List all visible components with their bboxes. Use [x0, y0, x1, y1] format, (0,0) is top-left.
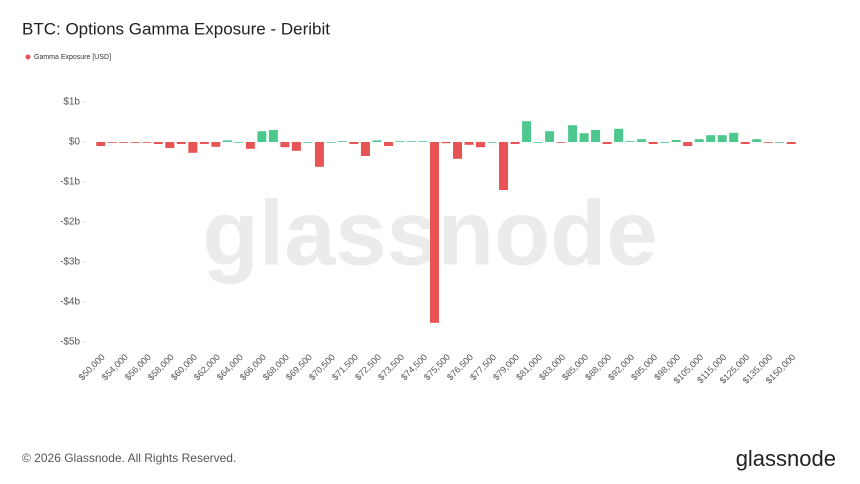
footer: © 2026 Glassnode. All Rights Reserved.	[22, 451, 236, 465]
y-tick-label: -$2b	[60, 217, 80, 228]
bar	[591, 130, 601, 142]
bar	[314, 142, 324, 167]
bar	[637, 139, 647, 142]
bar	[717, 135, 727, 142]
bar	[383, 142, 393, 146]
bar	[752, 139, 762, 142]
y-tick-label: -$4b	[60, 297, 80, 308]
bar	[337, 141, 347, 142]
bar	[706, 135, 716, 142]
y-tick-label: $1b	[63, 97, 80, 108]
bar	[291, 142, 301, 151]
bar	[499, 142, 509, 190]
bar	[683, 142, 693, 146]
bar	[602, 142, 612, 144]
bar	[533, 142, 543, 143]
bar	[107, 142, 117, 143]
y-tick-label: -$3b	[60, 257, 80, 268]
legend-label: Gamma Exposure [USD]	[34, 54, 111, 61]
bar	[568, 125, 578, 142]
bar	[234, 142, 244, 143]
bar	[165, 142, 175, 148]
bar	[476, 142, 486, 148]
bar	[671, 140, 681, 142]
bar	[763, 142, 773, 143]
bar	[545, 131, 555, 142]
bar	[130, 142, 140, 143]
bar	[176, 142, 186, 144]
bar	[786, 142, 796, 144]
bar	[441, 142, 451, 144]
bar	[153, 142, 163, 144]
bar	[522, 121, 532, 142]
bar	[464, 142, 474, 145]
bar	[625, 141, 635, 142]
logo: glassnode	[736, 446, 836, 471]
bar	[487, 142, 497, 143]
bar	[119, 142, 129, 143]
bar	[453, 142, 463, 159]
bar	[614, 128, 624, 142]
bar	[360, 142, 370, 156]
bar	[96, 142, 106, 146]
bar	[199, 142, 209, 144]
bar	[303, 142, 313, 143]
bar	[211, 142, 221, 147]
bar	[326, 142, 336, 143]
bar	[429, 142, 439, 323]
bar	[188, 142, 198, 153]
bar	[660, 142, 670, 143]
bar	[257, 131, 267, 142]
y-tick-label: $0	[69, 137, 81, 148]
bar	[406, 141, 416, 142]
bar	[775, 142, 785, 143]
bar	[740, 142, 750, 144]
bar	[418, 141, 428, 142]
bar	[142, 142, 152, 143]
chart-title: BTC: Options Gamma Exposure - Deribit	[22, 19, 330, 38]
bar	[729, 132, 739, 142]
legend-marker	[25, 54, 31, 60]
bar	[372, 140, 382, 142]
bar	[395, 141, 405, 142]
bar	[694, 139, 704, 142]
bar	[510, 142, 520, 144]
bar	[268, 130, 278, 142]
bar	[280, 142, 290, 148]
bar	[222, 140, 232, 142]
bar	[579, 133, 589, 142]
bar	[648, 142, 658, 144]
bar	[556, 142, 566, 143]
y-tick-label: -$5b	[60, 337, 80, 348]
bar	[245, 142, 255, 149]
y-tick-label: -$1b	[60, 177, 80, 188]
bar	[349, 142, 359, 144]
